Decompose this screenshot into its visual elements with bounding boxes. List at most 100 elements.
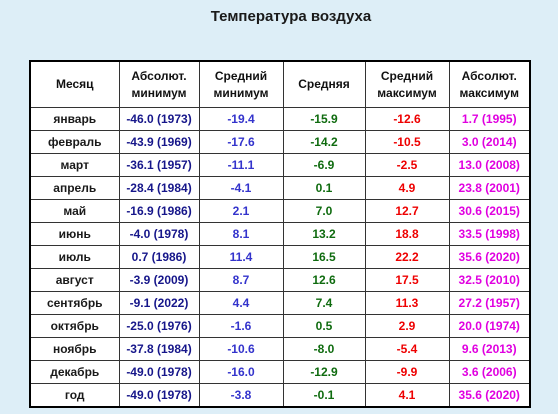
avg-min-cell: -19.4 <box>198 107 284 131</box>
avg-cell: -8.0 <box>282 337 366 361</box>
avg-cell: 16.5 <box>282 245 366 269</box>
table-row: год -49.0 (1978) -3.8 -0.1 4.1 35.6 (2020) <box>29 383 531 408</box>
header-abs-min-line1: Абсолют. <box>131 68 187 83</box>
avg-min-cell: 2.1 <box>198 199 284 223</box>
avg-cell: 0.5 <box>282 314 366 338</box>
avg-cell: -0.1 <box>282 383 366 408</box>
avg-max-cell: -9.9 <box>364 360 450 384</box>
abs-max-cell: 30.6 (2015) <box>448 199 531 223</box>
table-body: январь -46.0 (1973) -19.4 -15.9 -12.6 1.7 (19… <box>29 107 531 408</box>
abs-max-cell: 9.6 (2013) <box>448 337 531 361</box>
avg-max-cell: 4.1 <box>364 383 450 408</box>
abs-max-cell: 13.0 (2008) <box>448 153 531 177</box>
avg-max-cell: -12.6 <box>364 107 450 131</box>
table-header: Месяц Абсолют. минимум Средний минимум С… <box>29 60 531 108</box>
table-row: июнь -4.0 (1978) 8.1 13.2 18.8 33.5 (1998) <box>29 222 531 246</box>
avg-cell: -14.2 <box>282 130 366 154</box>
avg-cell: -12.9 <box>282 360 366 384</box>
table-row: апрель -28.4 (1984) -4.1 0.1 4.9 23.8 (2001) <box>29 176 531 200</box>
abs-max-cell: 32.5 (2010) <box>448 268 531 292</box>
abs-min-cell: -3.9 (2009) <box>118 268 200 292</box>
abs-min-cell: -28.4 (1984) <box>118 176 200 200</box>
header-avg-max-line1: Средний <box>380 68 434 83</box>
abs-min-cell: -46.0 (1973) <box>118 107 200 131</box>
month-cell: июнь <box>29 222 120 246</box>
month-cell: март <box>29 153 120 177</box>
avg-cell: 13.2 <box>282 222 366 246</box>
avg-min-cell: -17.6 <box>198 130 284 154</box>
avg-min-cell: 8.1 <box>198 222 284 246</box>
avg-min-cell: -11.1 <box>198 153 284 177</box>
header-row: Месяц Абсолют. минимум Средний минимум С… <box>29 60 531 108</box>
abs-min-cell: -9.1 (2022) <box>118 291 200 315</box>
abs-min-cell: -43.9 (1969) <box>118 130 200 154</box>
avg-cell: 7.0 <box>282 199 366 223</box>
header-avg: Средняя <box>282 60 366 108</box>
month-cell: апрель <box>29 176 120 200</box>
month-cell: январь <box>29 107 120 131</box>
avg-cell: -6.9 <box>282 153 366 177</box>
avg-max-cell: -10.5 <box>364 130 450 154</box>
table-row: август -3.9 (2009) 8.7 12.6 17.5 32.5 (2010) <box>29 268 531 292</box>
table-row: январь -46.0 (1973) -19.4 -15.9 -12.6 1.7 (19… <box>29 107 531 131</box>
avg-min-cell: 8.7 <box>198 268 284 292</box>
abs-min-cell: -36.1 (1957) <box>118 153 200 177</box>
abs-max-cell: 3.0 (2014) <box>448 130 531 154</box>
table-row: ноябрь -37.8 (1984) -10.6 -8.0 -5.4 9.6 (2013… <box>29 337 531 361</box>
table-row: сентябрь -9.1 (2022) 4.4 7.4 11.3 27.2 (1957) <box>29 291 531 315</box>
avg-min-cell: 11.4 <box>198 245 284 269</box>
avg-max-cell: 12.7 <box>364 199 450 223</box>
table-row: июль 0.7 (1986) 11.4 16.5 22.2 35.6 (2020) <box>29 245 531 269</box>
avg-max-cell: -5.4 <box>364 337 450 361</box>
abs-max-cell: 3.6 (2006) <box>448 360 531 384</box>
month-cell: сентябрь <box>29 291 120 315</box>
abs-min-cell: -49.0 (1978) <box>118 383 200 408</box>
abs-max-cell: 33.5 (1998) <box>448 222 531 246</box>
abs-max-cell: 20.0 (1974) <box>448 314 531 338</box>
header-abs-max-line2: максимум <box>459 85 519 100</box>
avg-max-cell: 22.2 <box>364 245 450 269</box>
abs-max-cell: 1.7 (1995) <box>448 107 531 131</box>
abs-min-cell: -37.8 (1984) <box>118 337 200 361</box>
header-abs-max-line1: Абсолют. <box>461 68 517 83</box>
month-cell: год <box>29 383 120 408</box>
header-avg-min-line2: минимум <box>213 85 269 100</box>
avg-min-cell: -16.0 <box>198 360 284 384</box>
table-row: февраль -43.9 (1969) -17.6 -14.2 -10.5 3.0 (2… <box>29 130 531 154</box>
month-cell: ноябрь <box>29 337 120 361</box>
avg-min-cell: -3.8 <box>198 383 284 408</box>
header-avg-max-line2: максимум <box>377 85 437 100</box>
month-cell: август <box>29 268 120 292</box>
avg-max-cell: -2.5 <box>364 153 450 177</box>
table-row: май -16.9 (1986) 2.1 7.0 12.7 30.6 (2015) <box>29 199 531 223</box>
page-title: Температура воздуха <box>210 8 372 25</box>
month-cell: июль <box>29 245 120 269</box>
avg-max-cell: 2.9 <box>364 314 450 338</box>
header-month-label: Месяц <box>55 77 94 91</box>
avg-cell: 0.1 <box>282 176 366 200</box>
abs-max-cell: 35.6 (2020) <box>448 383 531 408</box>
avg-cell: 7.4 <box>282 291 366 315</box>
abs-min-cell: -49.0 (1978) <box>118 360 200 384</box>
header-avg-min: Средний минимум <box>198 60 284 108</box>
month-cell: февраль <box>29 130 120 154</box>
month-cell: октябрь <box>29 314 120 338</box>
avg-max-cell: 4.9 <box>364 176 450 200</box>
header-avg-max: Средний максимум <box>364 60 450 108</box>
abs-max-cell: 27.2 (1957) <box>448 291 531 315</box>
header-abs-max: Абсолют. максимум <box>448 60 531 108</box>
table-row: март -36.1 (1957) -11.1 -6.9 -2.5 13.0 (2008) <box>29 153 531 177</box>
table-row: октябрь -25.0 (1976) -1.6 0.5 2.9 20.0 (1974) <box>29 314 531 338</box>
avg-max-cell: 17.5 <box>364 268 450 292</box>
temperature-table: Месяц Абсолют. минимум Средний минимум С… <box>29 60 531 408</box>
abs-min-cell: -4.0 (1978) <box>118 222 200 246</box>
month-cell: декабрь <box>29 360 120 384</box>
avg-min-cell: -4.1 <box>198 176 284 200</box>
table-row: декабрь -49.0 (1978) -16.0 -12.9 -9.9 3.6 (20… <box>29 360 531 384</box>
avg-max-cell: 18.8 <box>364 222 450 246</box>
header-abs-min-line2: минимум <box>131 85 187 100</box>
header-avg-label: Средняя <box>298 77 350 91</box>
avg-min-cell: 4.4 <box>198 291 284 315</box>
header-avg-min-line1: Средний <box>214 68 268 83</box>
